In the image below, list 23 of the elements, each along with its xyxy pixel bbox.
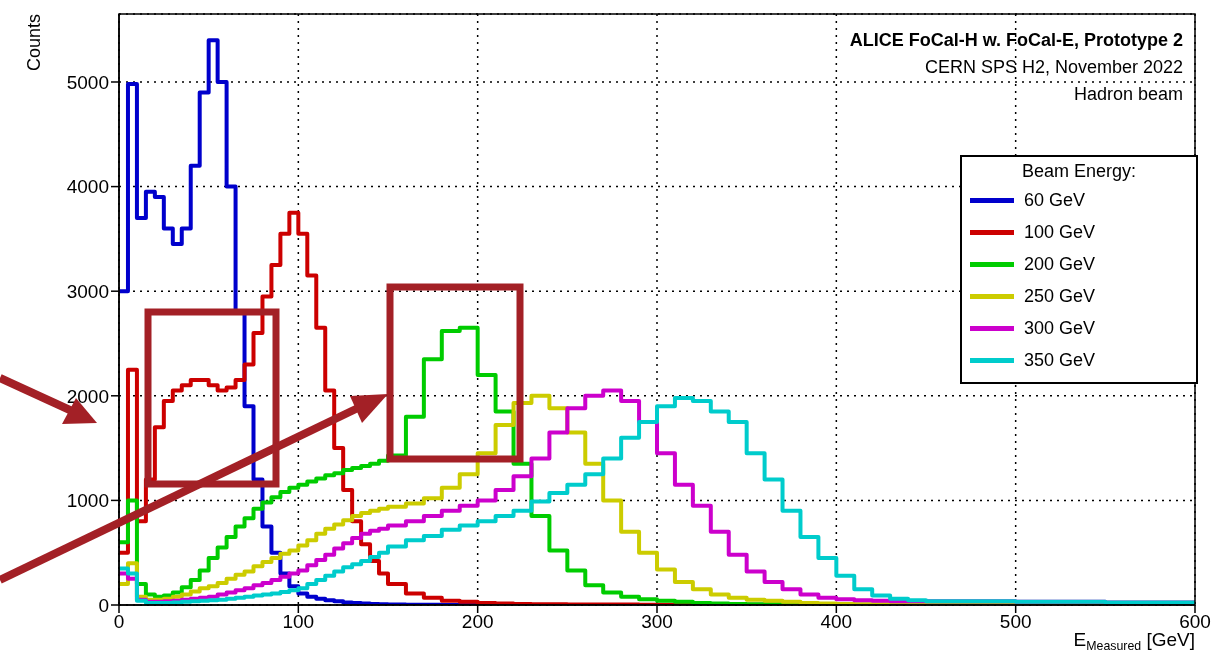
y-tick-label: 2000 bbox=[66, 385, 109, 407]
annotation: ALICE FoCal-H w. FoCal-E, Prototype 2 bbox=[849, 30, 1183, 50]
y-tick-label: 1000 bbox=[66, 490, 109, 512]
annotation: Hadron beam bbox=[1073, 84, 1183, 104]
y-tick-label: 4000 bbox=[66, 176, 109, 198]
y-tick-label: 3000 bbox=[66, 280, 109, 302]
y-axis-title: Counts bbox=[24, 14, 44, 72]
x-tick-label: 300 bbox=[641, 611, 673, 633]
legend-label: 350 GeV bbox=[1024, 349, 1096, 371]
legend-label: 300 GeV bbox=[1024, 317, 1096, 339]
legend-title: Beam Energy: bbox=[1020, 161, 1138, 182]
x-tick-label: 0 bbox=[113, 611, 125, 633]
legend-label: 200 GeV bbox=[1024, 253, 1096, 275]
x-tick-label: 500 bbox=[999, 611, 1032, 633]
y-tick-label: 5000 bbox=[66, 71, 109, 93]
legend-label: 60 GeV bbox=[1024, 189, 1086, 211]
legend-label: 100 GeV bbox=[1024, 221, 1096, 243]
x-tick-label: 100 bbox=[282, 611, 315, 633]
legend-label: 250 GeV bbox=[1024, 285, 1096, 307]
x-tick-label: 200 bbox=[461, 611, 494, 633]
x-tick-label: 400 bbox=[820, 611, 853, 633]
annotation: CERN SPS H2, November 2022 bbox=[924, 57, 1183, 77]
y-tick-label: 0 bbox=[98, 594, 109, 616]
